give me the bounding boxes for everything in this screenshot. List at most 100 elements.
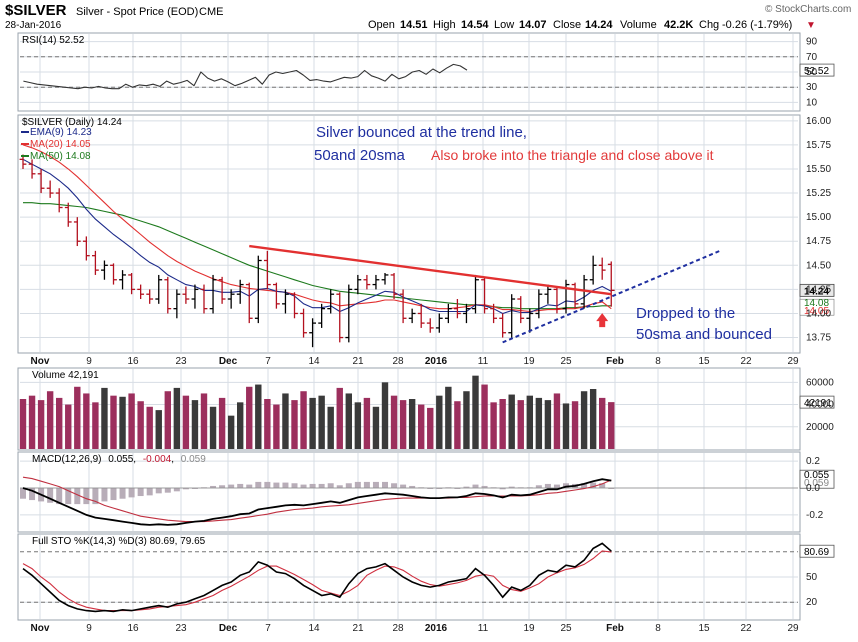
- volume-bar: [436, 395, 443, 449]
- sto-x-tick-label: 8: [655, 623, 661, 634]
- price-x-tick-label: 25: [560, 356, 572, 367]
- sto-x-tick-label: 7: [265, 623, 271, 634]
- macd-last-badge-label-1: 0.055: [804, 470, 829, 481]
- volume-bar: [445, 386, 452, 449]
- macd-line: [22, 478, 612, 526]
- volume-bar: [472, 375, 479, 449]
- legend-ma20: MA(20) 14.05: [30, 139, 91, 150]
- price-y-tick-label: 14.50: [806, 260, 831, 271]
- macd-histogram-bar: [608, 487, 615, 489]
- macd-histogram-bar: [300, 484, 307, 488]
- price-title: $SILVER (Daily) 14.24: [22, 117, 122, 128]
- sto-x-tick-label: 9: [86, 623, 92, 634]
- macd-histogram-bar: [409, 485, 416, 488]
- price-x-tick-label: 22: [740, 356, 752, 367]
- volume-bar: [399, 400, 407, 449]
- macd-histogram-bar: [391, 483, 398, 488]
- volume-bar: [418, 404, 425, 449]
- macd-histogram-bar: [74, 487, 81, 505]
- volume-bar: [128, 393, 135, 449]
- volume-y-tick-label: 60000: [806, 377, 834, 388]
- volume-bar: [282, 393, 289, 449]
- price-y-tick-label: 14.75: [806, 236, 831, 247]
- sto-k-line: [22, 542, 612, 613]
- sto-x-tick-label: 14: [308, 623, 320, 634]
- macd-histogram-bar: [119, 487, 126, 499]
- macd-histogram-bar: [219, 485, 226, 488]
- volume-bar: [318, 395, 325, 449]
- sto-x-tick-label: 11: [478, 623, 489, 634]
- volume-y-tick-label: 40000: [806, 400, 834, 411]
- volume-bar: [463, 391, 470, 449]
- legend-ema9: EMA(9) 14.23: [30, 127, 92, 138]
- macd-histogram-bar: [535, 485, 542, 488]
- volume-bar: [454, 401, 461, 449]
- rsi-title: RSI(14) 52.52: [22, 35, 85, 46]
- price-x-tick-label: Dec: [219, 356, 238, 367]
- macd-histogram-bar: [599, 483, 606, 488]
- volume-bar: [46, 391, 54, 449]
- sto-x-tick-label: 23: [175, 623, 187, 634]
- rsi-y-tick-label: 90: [806, 37, 818, 48]
- last-close-badge-label: 14.24: [804, 286, 829, 297]
- sto-x-tick-label: Nov: [31, 623, 50, 634]
- sto-last-badge: [799, 544, 835, 558]
- volume-y-tick-label: 20000: [806, 422, 834, 433]
- macd-histogram-bar: [110, 487, 117, 501]
- close-label: Close: [553, 19, 581, 31]
- volume-bar: [65, 404, 72, 449]
- macd-histogram-bar: [29, 487, 36, 501]
- volume-bar: [182, 395, 190, 449]
- volume-bar: [354, 402, 362, 449]
- volume-bar: [309, 397, 316, 449]
- volume-bar: [481, 384, 488, 449]
- macd-title-value: 0.055: [108, 454, 133, 465]
- price-x-tick-label: 28: [392, 356, 404, 367]
- volume-bar: [119, 396, 126, 449]
- rsi-layer: 52.52: [20, 56, 835, 90]
- volume-bar: [164, 391, 171, 449]
- macd-histogram-bar: [47, 487, 54, 503]
- annotations: Silver bounced at the trend line, 50and …: [314, 124, 772, 343]
- sto-x-tick-label: 29: [787, 623, 799, 634]
- volume-bar: [246, 386, 253, 449]
- sto-last-badge-label: 80.69: [804, 547, 829, 558]
- macd-histogram-bar: [454, 487, 461, 489]
- price-y-tick-label: 14.25: [806, 284, 831, 295]
- sto-title: Full STO %K(14,3) %D(3) 80.69, 79.65: [32, 536, 206, 547]
- annotation-bounce-line1: Silver bounced at the trend line,: [316, 124, 527, 141]
- price-y-tick-label: 15.00: [806, 212, 831, 223]
- volume-bar: [110, 395, 117, 449]
- macd-histogram-bar: [544, 483, 551, 488]
- volume-bar: [264, 399, 271, 449]
- macd-histogram-bar: [191, 487, 198, 489]
- macd-histogram-bar: [363, 481, 370, 488]
- macd-histogram-bar: [345, 483, 352, 488]
- ma50-line: [23, 202, 612, 310]
- price-x-tick-label: 14: [308, 356, 320, 367]
- rsi-last-badge-label: 52.52: [804, 66, 829, 77]
- price-legend: EMA(9) 14.23 MA(20) 14.05 MA(50) 14.08: [21, 127, 92, 162]
- ma50-badge-label: 14.08: [804, 298, 829, 309]
- macd-histogram-bar: [553, 484, 560, 488]
- annotation-dropped-line2: 50sma and bounced: [636, 326, 772, 343]
- macd-title-sep2: ,: [171, 454, 174, 465]
- macd-histogram-bar: [336, 485, 343, 488]
- sto-y-tick-label: 20: [806, 597, 818, 608]
- price-x-tick-label: 9: [86, 356, 92, 367]
- macd-last-badge-label-2: 0.059: [804, 478, 829, 489]
- volume-bar: [237, 402, 244, 449]
- volume-bar: [408, 399, 416, 449]
- volume-bar: [336, 387, 343, 449]
- chg-value: -0.26 (-1.79%): [722, 19, 792, 31]
- price-y-tick-label: 15.25: [806, 188, 831, 199]
- price-y-tick-label: 15.50: [806, 164, 831, 175]
- macd-histogram-bar: [291, 483, 298, 488]
- price-y-tick-label: 15.75: [806, 140, 831, 151]
- sto-x-tick-label: 21: [352, 623, 364, 634]
- annotation-triangle: Also broke into the triangle and close a…: [431, 147, 714, 163]
- volume-bar: [599, 397, 606, 449]
- price-x-tick-label: 16: [127, 356, 139, 367]
- volume-bar: [608, 402, 615, 449]
